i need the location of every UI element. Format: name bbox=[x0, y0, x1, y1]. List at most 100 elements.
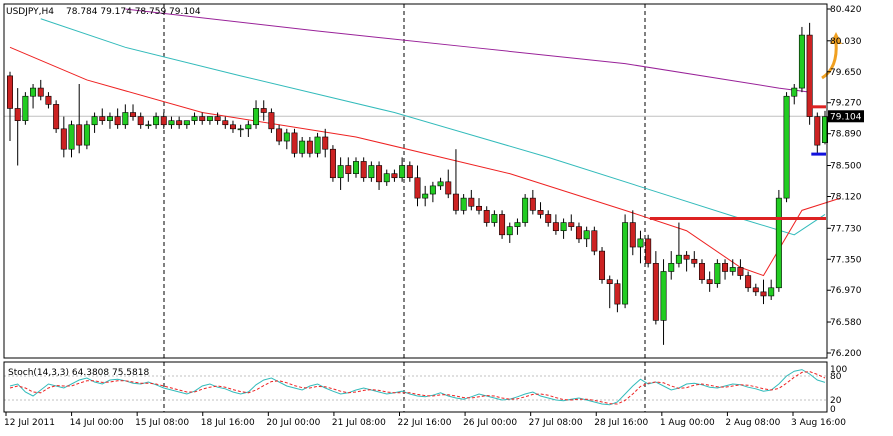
price-tick-label: 79.650 bbox=[830, 68, 862, 78]
candle-bear bbox=[698, 263, 705, 280]
candle-bear bbox=[60, 128, 67, 150]
candle-bear bbox=[452, 193, 459, 211]
candle-bear bbox=[199, 116, 206, 121]
axes: 80.420 80.030 79.650 79.270 78.890 78.500 78.1… bbox=[3, 3, 864, 428]
candle-bear bbox=[599, 250, 606, 280]
stoch-level-label: 20 bbox=[830, 396, 842, 406]
candle-bull bbox=[714, 263, 721, 285]
time-tick-label: 22 Jul 16:00 bbox=[398, 418, 452, 428]
candle-bull bbox=[514, 222, 521, 227]
candle-bull bbox=[522, 197, 529, 223]
stoch-scale-label: 100 bbox=[830, 365, 847, 375]
time-tick-label: 27 Jul 08:00 bbox=[529, 418, 583, 428]
candle-bull bbox=[183, 120, 190, 126]
candle-bear bbox=[745, 275, 752, 289]
candle-bull bbox=[352, 161, 359, 174]
level-lines bbox=[649, 105, 826, 220]
candle-bear bbox=[806, 34, 813, 117]
candle-bear bbox=[76, 124, 83, 146]
price-tick-label: 80.420 bbox=[830, 5, 862, 15]
candle-bear bbox=[575, 226, 582, 240]
candle-bull bbox=[822, 116, 828, 143]
candle-bull bbox=[437, 181, 444, 187]
stoch-level-label: 80 bbox=[830, 372, 842, 382]
price-tick-label: 80.030 bbox=[830, 37, 862, 47]
candle-bear bbox=[176, 120, 183, 126]
candle-bear bbox=[545, 214, 552, 223]
candle-bear bbox=[53, 104, 60, 130]
candle-bull bbox=[429, 185, 436, 195]
candle-bull bbox=[206, 116, 213, 121]
candle-bear bbox=[614, 283, 621, 305]
candle-bear bbox=[322, 136, 329, 150]
time-tick-label: 15 Jul 08:00 bbox=[135, 418, 189, 428]
up-arrow-icon bbox=[821, 41, 838, 80]
candle-bear bbox=[645, 238, 652, 264]
candle-bear bbox=[306, 140, 313, 154]
candle-bear bbox=[468, 197, 475, 207]
candle-bear bbox=[329, 148, 336, 179]
candle-bull bbox=[783, 95, 790, 199]
candle-bull bbox=[283, 132, 290, 142]
candle-bull bbox=[91, 116, 98, 126]
candle-bear bbox=[752, 287, 759, 293]
candle-bear bbox=[591, 230, 598, 252]
time-tick-label: 2 Aug 08:00 bbox=[725, 418, 780, 428]
candle-bear bbox=[652, 263, 659, 321]
time-tick-label: 3 Aug 16:00 bbox=[791, 418, 846, 428]
candle-bear bbox=[260, 108, 267, 113]
candle-bull bbox=[422, 193, 429, 199]
current-price-box bbox=[828, 110, 864, 123]
price-tick-label: 78.500 bbox=[830, 162, 862, 172]
candle-bear bbox=[683, 254, 690, 260]
candle-bull bbox=[368, 165, 375, 179]
candle-bull bbox=[106, 116, 113, 121]
candle-bull bbox=[299, 140, 306, 154]
candle-bear bbox=[268, 112, 275, 130]
chart-header-symbol: USDJPY,H4 bbox=[6, 7, 54, 17]
candle-bull bbox=[399, 165, 406, 179]
candle-bull bbox=[237, 128, 244, 131]
candle-bull bbox=[675, 254, 682, 264]
time-tick-label: 26 Jul 00:00 bbox=[463, 418, 517, 428]
candle-bull bbox=[668, 263, 675, 272]
candle-bull bbox=[145, 124, 152, 127]
candle-bear bbox=[529, 197, 536, 211]
candle-bear bbox=[537, 210, 544, 215]
price-tick-label: 76.580 bbox=[830, 318, 862, 328]
candle-bear bbox=[360, 161, 367, 179]
candle-bull bbox=[153, 116, 160, 126]
candle-bull bbox=[383, 173, 390, 183]
candle-bear bbox=[222, 120, 229, 126]
price-tick-label: 76.200 bbox=[830, 349, 862, 359]
candle-bear bbox=[737, 267, 744, 276]
candle-bear bbox=[445, 181, 452, 195]
candle-bull bbox=[168, 120, 175, 126]
candle-bear bbox=[14, 108, 21, 121]
candle-bull bbox=[30, 87, 37, 97]
time-tick-label: 12 Jul 2011 bbox=[4, 418, 55, 428]
price-tick-label: 79.270 bbox=[830, 99, 862, 109]
time-tick-label: 20 Jul 00:00 bbox=[266, 418, 320, 428]
candle-bull bbox=[506, 226, 513, 236]
price-tick-label: 77.730 bbox=[830, 224, 862, 234]
candle-bear bbox=[291, 132, 298, 154]
candle-bull bbox=[314, 136, 321, 154]
candle-bull bbox=[660, 271, 667, 321]
candle-bull bbox=[775, 197, 782, 289]
candle-bull bbox=[245, 124, 252, 130]
candle-bear bbox=[229, 124, 236, 130]
time-tick-label: 28 Jul 16:00 bbox=[594, 418, 648, 428]
candle-bear bbox=[114, 116, 121, 126]
candle-bear bbox=[45, 95, 52, 105]
candle-bull bbox=[68, 124, 75, 150]
price-tick-label: 76.970 bbox=[830, 286, 862, 296]
candle-bear bbox=[629, 222, 636, 248]
ma-slow-line bbox=[125, 8, 810, 93]
candle-bull bbox=[729, 267, 736, 272]
candle-bear bbox=[276, 128, 283, 142]
candle-bear bbox=[130, 112, 137, 117]
candle-bull bbox=[583, 230, 590, 240]
